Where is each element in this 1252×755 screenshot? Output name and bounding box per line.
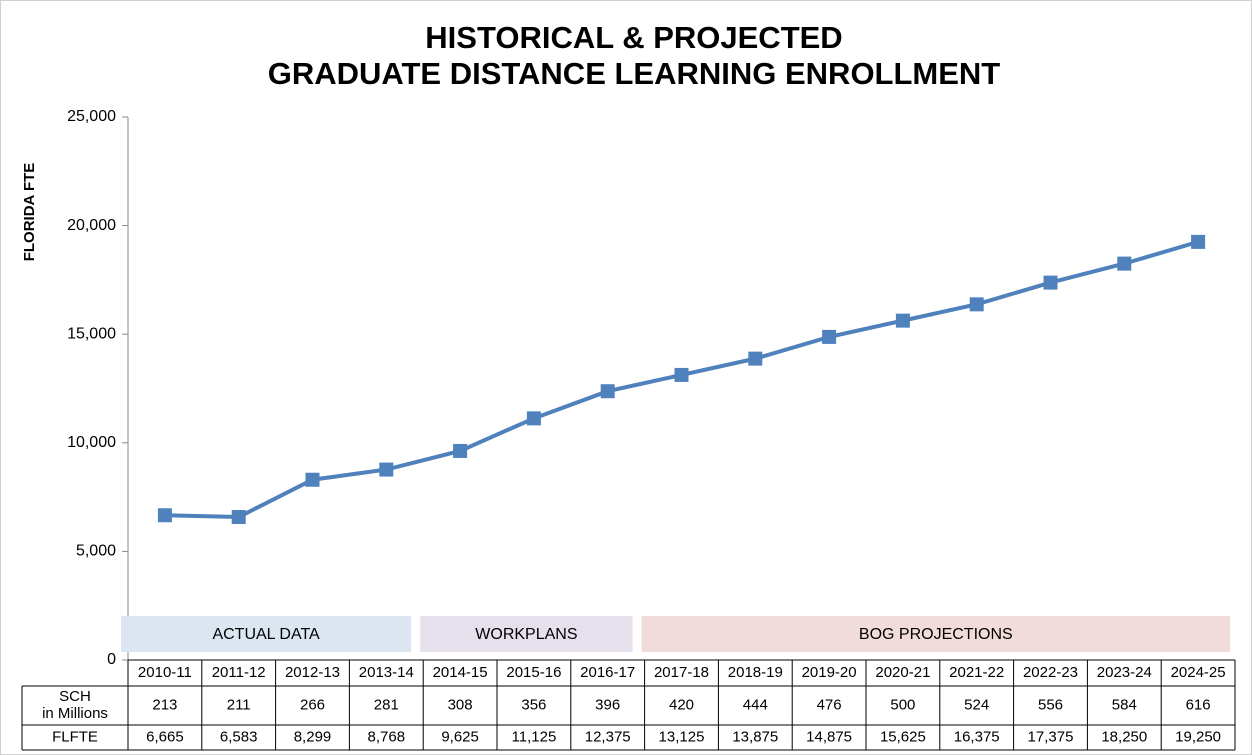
y-tick-label: 20,000 [67, 217, 116, 234]
x-tick-label: 2022-23 [1023, 664, 1078, 681]
marker [748, 351, 763, 366]
marker [305, 472, 320, 487]
y-tick-label: 0 [107, 651, 116, 668]
marker [157, 508, 172, 523]
table-cell: 420 [669, 696, 694, 713]
marker [1191, 234, 1206, 249]
x-tick-label: 2020-21 [875, 664, 930, 681]
marker [1117, 256, 1132, 271]
x-tick-label: 2013-14 [359, 664, 414, 681]
marker [600, 384, 615, 399]
table-cell: 8,299 [294, 728, 332, 745]
phase-band [641, 616, 1230, 652]
y-axis-label: FLORIDA FTE [21, 163, 38, 262]
table-cell: 584 [1112, 696, 1137, 713]
marker [231, 510, 246, 525]
table-cell: 356 [521, 696, 546, 713]
table-cell: 12,375 [585, 728, 631, 745]
table-cell: 15,625 [880, 728, 926, 745]
x-tick-label: 2010-11 [138, 664, 192, 681]
marker [674, 367, 689, 382]
marker [453, 443, 468, 458]
x-tick-label: 2011-12 [212, 664, 266, 681]
table-cell: 17,375 [1028, 728, 1074, 745]
marker [969, 297, 984, 312]
table-cell: 266 [300, 696, 325, 713]
table-cell: 18,250 [1101, 728, 1147, 745]
y-tick-label: 25,000 [67, 108, 116, 125]
table-cell: 211 [227, 696, 251, 713]
marker [822, 329, 837, 344]
x-tick-label: 2018-19 [728, 664, 783, 681]
marker [895, 313, 910, 328]
chart-title: GRADUATE DISTANCE LEARNING ENROLLMENT [268, 56, 1001, 91]
phase-label: BOG PROJECTIONS [859, 626, 1013, 643]
x-tick-label: 2014-15 [433, 664, 488, 681]
phase-band [121, 616, 412, 652]
table-cell: 281 [374, 696, 399, 713]
x-tick-label: 2016-17 [580, 664, 635, 681]
row-label: SCH [59, 688, 91, 705]
marker [526, 411, 541, 426]
table-cell: 396 [595, 696, 620, 713]
table-cell: 19,250 [1175, 728, 1221, 745]
table-cell: 213 [152, 696, 177, 713]
table-cell: 13,875 [732, 728, 778, 745]
row-label: in Millions [42, 705, 108, 722]
table-cell: 308 [448, 696, 473, 713]
table-cell: 9,625 [441, 728, 479, 745]
chart-title: HISTORICAL & PROJECTED [425, 20, 842, 55]
x-tick-label: 2015-16 [506, 664, 561, 681]
phase-label: WORKPLANS [475, 626, 577, 643]
marker [1043, 275, 1058, 290]
table-cell: 476 [817, 696, 842, 713]
table-cell: 616 [1186, 696, 1211, 713]
phase-label: ACTUAL DATA [212, 626, 320, 643]
table-cell: 556 [1038, 696, 1063, 713]
x-tick-label: 2024-25 [1171, 664, 1226, 681]
table-cell: 13,125 [659, 728, 705, 745]
y-tick-label: 15,000 [67, 325, 116, 342]
table-cell: 8,768 [368, 728, 406, 745]
table-cell: 11,125 [512, 728, 557, 745]
marker [379, 462, 394, 477]
table-cell: 444 [743, 696, 768, 713]
row-label: FLFTE [52, 728, 98, 745]
table-cell: 6,583 [220, 728, 258, 745]
y-tick-label: 10,000 [67, 434, 116, 451]
table-cell: 6,665 [146, 728, 184, 745]
x-tick-label: 2019-20 [802, 664, 857, 681]
x-tick-label: 2012-13 [285, 664, 340, 681]
table-cell: 524 [964, 696, 989, 713]
table-cell: 500 [890, 696, 915, 713]
table-cell: 16,375 [954, 728, 1000, 745]
phase-band [420, 616, 633, 652]
x-tick-label: 2017-18 [654, 664, 709, 681]
x-tick-label: 2023-24 [1097, 664, 1152, 681]
x-tick-label: 2021-22 [949, 664, 1004, 681]
table-cell: 14,875 [806, 728, 852, 745]
y-tick-label: 5,000 [76, 543, 116, 560]
